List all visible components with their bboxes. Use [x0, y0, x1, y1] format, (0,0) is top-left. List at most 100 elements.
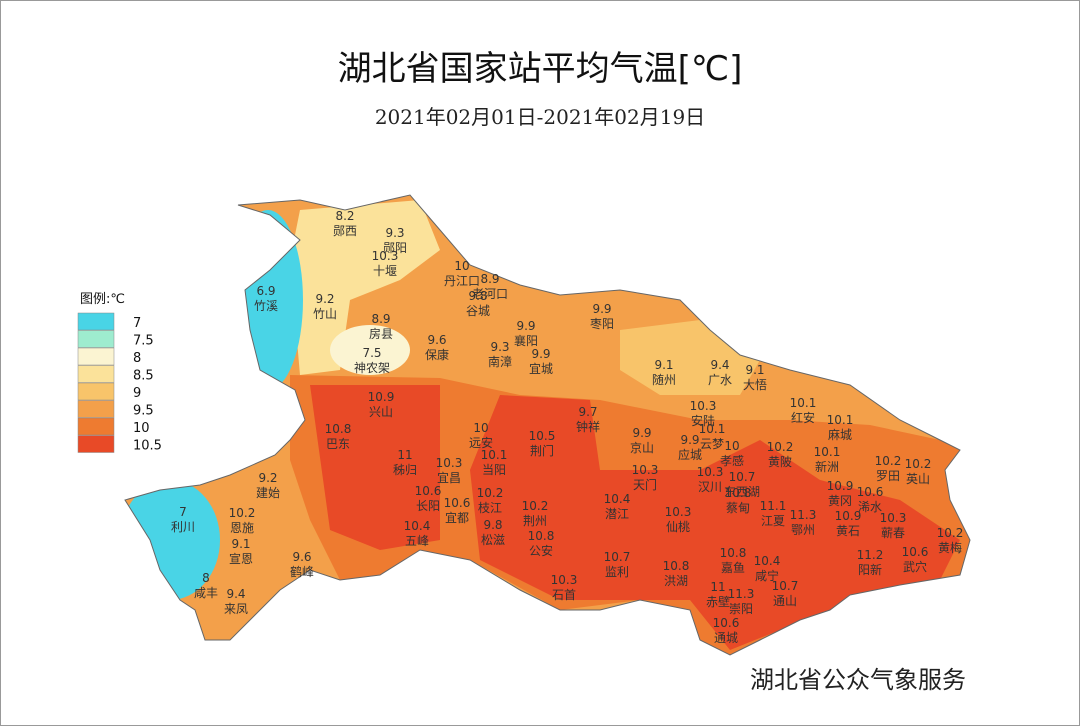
station-value: 10.2 [937, 526, 964, 540]
zone [310, 385, 960, 650]
station-name: 红安 [791, 410, 815, 425]
station-value: 9.1 [654, 358, 673, 372]
station-value: 9.9 [531, 347, 550, 361]
station-name: 潜江 [605, 507, 629, 521]
station-name: 仙桃 [666, 519, 690, 534]
station-name: 浠水 [858, 500, 882, 514]
station-name: 应城 [678, 447, 702, 462]
station-name: 咸宁 [755, 568, 779, 583]
station-value: 10 [724, 439, 739, 453]
station-name: 监利 [605, 565, 629, 579]
station-value: 9.7 [578, 405, 597, 419]
station-name: 钟祥 [576, 419, 600, 434]
station-value: 10.7 [729, 470, 756, 484]
station-name: 嘉鱼 [721, 561, 745, 575]
zone [330, 325, 410, 375]
station-name: 十堰 [373, 264, 397, 278]
station-name: 赤壁 [706, 594, 730, 609]
station-name: 江夏 [761, 514, 785, 528]
station-value: 10.3 [690, 399, 717, 413]
station-value: 10.4 [404, 519, 431, 533]
station-name: 崇阳 [729, 602, 753, 616]
station-value: 10.3 [436, 456, 463, 470]
station-name: 汉川 [698, 480, 722, 494]
station-name: 南漳 [488, 354, 512, 369]
station-value: 9.4 [710, 358, 729, 372]
station-name: 巴东 [326, 437, 350, 451]
station-value: 10.2 [477, 486, 504, 500]
station-value: 10.3 [697, 465, 724, 479]
station-value: 10.4 [604, 492, 631, 506]
legend-label: 10 [133, 421, 150, 436]
legend-title: 图例:℃ [80, 292, 125, 307]
station-name: 公安 [529, 543, 553, 558]
station-name: 通城 [714, 631, 738, 645]
station-value: 9.3 [490, 340, 509, 354]
station-value: 10.1 [827, 413, 854, 427]
legend-label: 9.5 [133, 404, 154, 419]
station-value: 11.1 [760, 499, 787, 513]
station-name: 竹山 [313, 307, 337, 321]
station-name: 恩施 [230, 521, 254, 535]
station-value: 10.3 [551, 573, 578, 587]
station-value: 10.1 [814, 445, 841, 459]
station-name: 咸丰 [194, 586, 218, 600]
legend-swatch [77, 382, 115, 401]
station-name: 洪湖 [664, 573, 688, 588]
legend: 7 7.5 8 8.5 9 9.5 10 10.5 [77, 312, 162, 454]
station-value: 10.2 [522, 499, 549, 513]
legend-swatch [77, 417, 115, 436]
station-value: 8.2 [335, 209, 354, 223]
station-value: 10.1 [790, 396, 817, 410]
station-name: 秭归 [393, 463, 417, 477]
station-name: 大悟 [743, 377, 767, 392]
station-value: 11 [397, 448, 412, 462]
station-value: 11 [710, 580, 725, 594]
map-title: 湖北省国家站平均气温[℃] [338, 49, 743, 89]
station-value: 10.6 [444, 496, 471, 510]
map-subtitle: 2021年02月01日-2021年02月19日 [375, 105, 705, 129]
station-value: 10.6 [415, 484, 442, 498]
station-value: 10.6 [713, 616, 740, 630]
station-value: 10.3 [632, 463, 659, 477]
station-name: 荆州 [523, 514, 547, 528]
station-value: 9.6 [292, 550, 311, 564]
station-value: 10.2 [229, 506, 256, 520]
station-name: 黄石 [836, 524, 860, 538]
station-name: 石首 [552, 588, 576, 602]
legend-label: 7.5 [133, 334, 154, 349]
legend-swatch [77, 365, 115, 383]
station-value: 7.5 [362, 346, 381, 360]
station-value: 10 [454, 259, 469, 273]
station-value: 9.9 [592, 302, 611, 316]
station-name: 保康 [425, 347, 449, 362]
station-name: 远安 [469, 435, 493, 450]
station-value: 10.8 [528, 529, 555, 543]
station-name: 宜都 [445, 510, 469, 525]
station-value: 9.9 [632, 426, 651, 440]
station-name: 鹤峰 [290, 564, 314, 579]
station-name: 襄阳 [514, 333, 538, 348]
station-value: 10.4 [754, 554, 781, 568]
station-value: 9.2 [258, 471, 277, 485]
station-value: 10.3 [665, 505, 692, 519]
station-name: 房县 [369, 326, 393, 341]
station-value: 9.8 [483, 518, 502, 532]
station-name: 荆门 [530, 443, 554, 458]
station-value: 10.8 [720, 546, 747, 560]
station-name: 谷城 [466, 304, 490, 318]
station-name: 兴山 [369, 405, 393, 419]
station-value: 10.5 [529, 429, 556, 443]
station-value: 7 [179, 505, 187, 519]
station-value: 9.1 [745, 363, 764, 377]
station-name: 黄冈 [828, 494, 852, 508]
station-name: 麻城 [828, 427, 852, 442]
station-value: 8.9 [480, 272, 499, 286]
station-value: 10.8 [663, 559, 690, 573]
station-value: 11.2 [857, 548, 884, 562]
station-value: 10.1 [699, 422, 726, 436]
station-name: 云梦 [700, 437, 724, 451]
watermark: 湖北省公众气象服务 [750, 666, 966, 694]
